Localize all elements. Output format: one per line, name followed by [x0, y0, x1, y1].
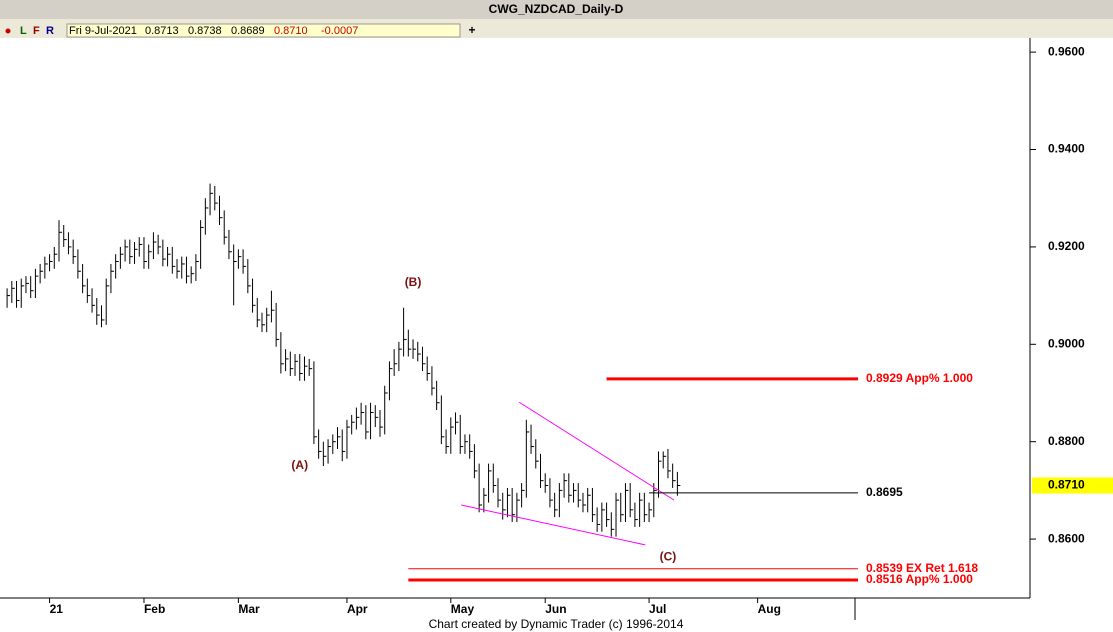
- info-low: 0.8689: [231, 25, 265, 37]
- x-tick-label: May: [451, 602, 475, 616]
- x-tick-label: Jul: [649, 602, 666, 616]
- last-price-box: [1032, 477, 1113, 494]
- wave-label: (C): [660, 549, 677, 563]
- level-label: 0.8695: [866, 485, 903, 499]
- y-tick-label: 0.9400: [1048, 142, 1085, 156]
- x-tick-label: 21: [50, 602, 64, 616]
- record-dot[interactable]: [5, 28, 11, 34]
- x-tick-label: Mar: [238, 602, 260, 616]
- footer: Chart created by Dynamic Trader (c) 1996…: [429, 617, 684, 631]
- info-change: -0.0007: [321, 25, 358, 37]
- chart-title: CWG_NZDCAD_Daily-D: [489, 2, 624, 16]
- wave-label: (A): [291, 458, 308, 472]
- toolbar-button[interactable]: R: [46, 25, 54, 37]
- toolbar-button[interactable]: L: [20, 25, 27, 37]
- title-bar: [0, 0, 1113, 19]
- trendline: [518, 401, 675, 501]
- trendline: [461, 504, 646, 546]
- y-tick-label: 0.8600: [1048, 531, 1085, 545]
- y-tick-label: 0.9000: [1048, 336, 1085, 350]
- y-tick-label: 0.8800: [1048, 434, 1085, 448]
- info-close: 0.8710: [274, 25, 308, 37]
- info-open: 0.8713: [145, 25, 179, 37]
- level-label: 0.8929 App% 1.000: [866, 371, 973, 385]
- y-tick-label: 0.9200: [1048, 239, 1085, 253]
- level-label: 0.8516 App% 1.000: [866, 572, 973, 586]
- add-button[interactable]: +: [468, 23, 475, 37]
- x-tick-label: Feb: [144, 602, 165, 616]
- info-date: Fri 9-Jul-2021: [69, 25, 137, 37]
- x-tick-label: Aug: [758, 602, 781, 616]
- info-box: [66, 23, 461, 38]
- level-label: 0.8539 EX Ret 1.618: [866, 561, 978, 575]
- last-price-label: 0.8710: [1048, 478, 1085, 492]
- toolbar-button[interactable]: F: [33, 25, 40, 37]
- info-high: 0.8738: [188, 25, 222, 37]
- wave-label: (B): [405, 275, 422, 289]
- x-tick-label: Apr: [347, 602, 368, 616]
- x-tick-label: Jun: [545, 602, 566, 616]
- y-tick-label: 0.9600: [1048, 44, 1085, 58]
